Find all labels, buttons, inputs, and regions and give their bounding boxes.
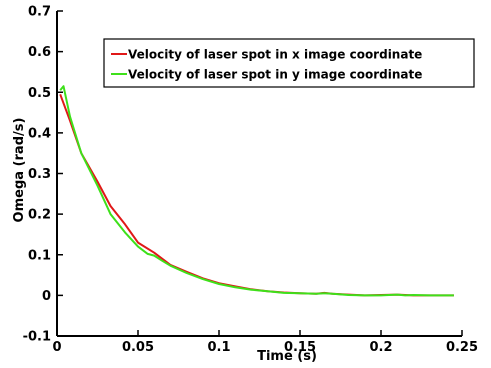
legend-box — [103, 38, 475, 88]
legend-label: Velocity of laser spot in y image coordi… — [128, 68, 422, 82]
y-tick-label: 0.2 — [28, 208, 51, 223]
x-tick-label: 0.2 — [369, 340, 392, 355]
y-tick-label: 0.4 — [28, 126, 51, 141]
series-line-y — [59, 85, 454, 297]
x-tick-label: 0 — [52, 340, 61, 355]
legend: Velocity of laser spot in x image coordi… — [103, 38, 475, 88]
y-tick-label: -0.1 — [23, 330, 51, 345]
axes — [56, 11, 462, 337]
series-layer — [59, 85, 454, 297]
y-axis-ticks: -0.1 0 0.1 0.2 0.3 0.4 0.5 0.6 0.7 — [23, 5, 63, 345]
y-tick-label: 0.6 — [28, 45, 51, 60]
y-tick-label: 0.7 — [28, 5, 51, 20]
x-tick-label: 0.1 — [207, 340, 230, 355]
y-tick-label: 0.1 — [28, 248, 51, 263]
x-tick-label: 0.05 — [122, 340, 154, 355]
y-tick-label: 0.5 — [28, 86, 51, 101]
legend-label: Velocity of laser spot in x image coordi… — [128, 48, 422, 62]
x-tick-label: 0.25 — [446, 340, 478, 355]
y-tick-label: 0.3 — [28, 167, 51, 182]
y-axis-title: Omega (rad/s) — [12, 118, 27, 223]
x-axis-title: Time (s) — [257, 349, 317, 364]
x-tick-label: 0.15 — [284, 340, 316, 355]
series-line-x — [59, 93, 454, 297]
y-tick-label: 0 — [42, 289, 51, 304]
